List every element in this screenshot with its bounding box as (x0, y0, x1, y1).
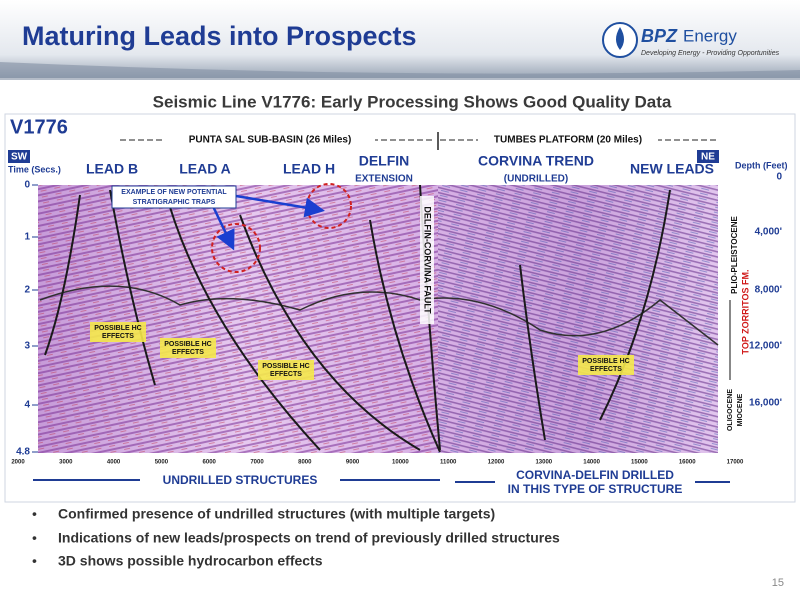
x-tick-label: 16000 (679, 460, 696, 466)
seismic-reflectors (438, 185, 718, 453)
time-tick-label: 2 (24, 285, 30, 296)
line-name: V1776 (10, 116, 68, 138)
label-bg (420, 196, 434, 324)
trap-arrow (235, 194, 325, 218)
depth-tick-label: 0 (776, 172, 782, 183)
hc-label: EFFECTS (270, 371, 302, 378)
logo-drop (616, 27, 624, 50)
hc-box (160, 338, 216, 358)
axis-label: Depth (Feet) (735, 160, 788, 170)
label-bg (140, 472, 340, 488)
delfin-label: DELFIN (359, 153, 410, 169)
hc-label: POSSIBLE HC (262, 363, 309, 370)
corvina-label: CORVINA TREND (478, 153, 594, 169)
basin-label: PUNTA SAL SUB-BASIN (26 Miles) (189, 135, 352, 146)
logo-brand: BPZ (641, 26, 678, 46)
bullet: 3D shows possible hydrocarbon effects (58, 553, 323, 569)
label-bg (478, 133, 658, 147)
horizon (39, 285, 719, 346)
x-tick-label: 7000 (250, 460, 264, 466)
depth-tick-label: 12,000' (749, 341, 782, 352)
hc-label: POSSIBLE HC (164, 341, 211, 348)
hc-label: EFFECTS (102, 333, 134, 340)
formation: OLIGOCENE (727, 389, 734, 431)
delfin-label: EXTENSION (355, 174, 413, 185)
time-tick-label: 4 (24, 400, 30, 411)
x-tick-label: 12000 (488, 460, 505, 466)
x-tick-label: 17000 (727, 460, 744, 466)
time-tick-label: 3 (24, 341, 30, 352)
basin-label: TUMBES PLATFORM (20 Miles) (494, 135, 642, 146)
hc-label: POSSIBLE HC (94, 325, 141, 332)
bullet: Indications of new leads/prospects on tr… (58, 530, 560, 546)
title: Maturing Leads into Prospects (22, 21, 417, 51)
dir-box (697, 150, 719, 163)
logo-name: Energy (683, 26, 737, 45)
label-bg (495, 470, 695, 498)
dir-box (8, 150, 30, 163)
hc-box (578, 355, 634, 375)
header-band (0, 0, 800, 78)
x-tick-label: 2000 (11, 460, 25, 466)
x-tick-label: 10000 (392, 460, 409, 466)
bullet-dot: • (32, 506, 37, 522)
x-tick-label: 4000 (107, 460, 121, 466)
hc-label: POSSIBLE HC (582, 358, 629, 365)
seismic-image (38, 183, 719, 453)
logo-tagline: Developing Energy - Providing Opportunit… (641, 50, 780, 57)
direction: NE (701, 152, 715, 163)
logo: BPZ Energy Developing Energy - Providing… (602, 22, 780, 58)
bottom-label: UNDRILLED STRUCTURES (163, 473, 318, 487)
depth-tick-label: 8,000' (755, 285, 782, 296)
bullet-dot: • (32, 553, 37, 569)
formation: PLIO-PLEISTOCENE (730, 216, 739, 294)
time-tick-label: 1 (24, 232, 30, 243)
time-tick-label: 0 (24, 180, 30, 191)
hc-box (90, 322, 146, 342)
hc-label: EFFECTS (590, 366, 622, 373)
bullet: Confirmed presence of undrilled structur… (58, 506, 495, 522)
new-leads-label: NEW LEADS (630, 161, 714, 177)
depth-tick-label: 16,000' (749, 398, 782, 409)
header-swoosh (0, 62, 800, 80)
faults (44, 184, 671, 453)
bullets: • Confirmed presence of undrilled struct… (32, 506, 560, 569)
depth-tick-label: 4,000' (755, 227, 782, 238)
seismic-reflectors (38, 185, 438, 453)
bullet-dot: • (32, 530, 37, 546)
time-tick-label: 4.8 (16, 447, 30, 458)
bottom-label: IN THIS TYPE OF STRUCTURE (508, 482, 683, 496)
label-bg (165, 133, 375, 147)
bottom-label: CORVINA-DELFIN DRILLED (516, 468, 674, 482)
note-text: EXAMPLE OF NEW POTENTIAL (121, 189, 227, 196)
axis-label: Time (Secs.) (8, 164, 61, 174)
lead-label: LEAD H (283, 161, 335, 177)
x-tick-label: 14000 (583, 460, 600, 466)
corvina-label: (UNDRILLED) (504, 174, 568, 185)
trap-circle (306, 183, 352, 229)
note-text: STRATIGRAPHIC TRAPS (133, 199, 216, 206)
note-box (111, 185, 237, 209)
x-tick-label: 8000 (298, 460, 312, 466)
hc-label: EFFECTS (172, 349, 204, 356)
formation: TOP ZORRITOS FM. (740, 269, 750, 354)
x-tick-label: 15000 (631, 460, 648, 466)
fault-label: DELFIN-CORVINA FAULT (423, 206, 433, 314)
x-tick-label: 13000 (535, 460, 552, 466)
x-tick-label: 6000 (203, 460, 217, 466)
lead-label: LEAD B (86, 161, 138, 177)
lead-label: LEAD A (179, 161, 231, 177)
x-tick-label: 5000 (155, 460, 169, 466)
x-tick-label: 3000 (59, 460, 73, 466)
formation: MIOCENE (737, 393, 744, 426)
page-number: 15 (772, 577, 784, 589)
x-tick-label: 11000 (440, 460, 457, 466)
trap-circle (211, 223, 261, 273)
subtitle: Seismic Line V1776: Early Processing Sho… (153, 92, 672, 111)
x-tick-label: 9000 (346, 460, 360, 466)
hc-box (258, 360, 314, 380)
direction: SW (11, 152, 28, 163)
